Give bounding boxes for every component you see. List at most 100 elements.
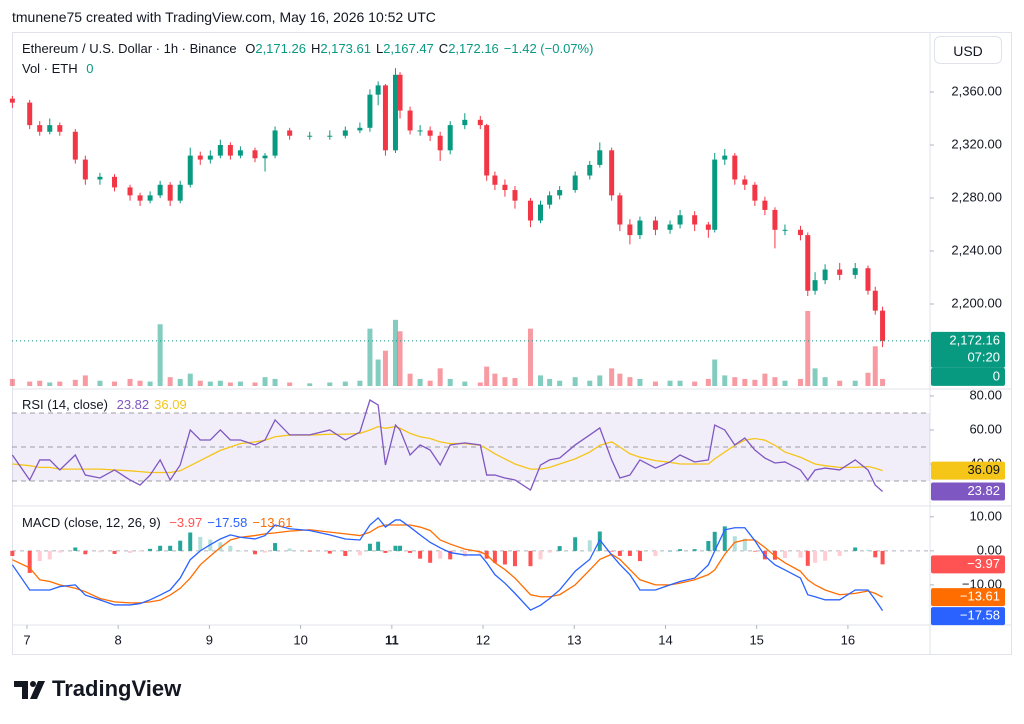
candle-body: [187, 155, 193, 185]
candle-body: [512, 190, 518, 201]
candle-body: [557, 190, 563, 196]
volume-bar: [147, 381, 153, 386]
macd-histogram-bar: [376, 541, 381, 551]
volume-bar: [197, 380, 203, 386]
candle-body: [327, 135, 333, 137]
volume-value: 0: [86, 61, 94, 76]
volume-bar: [127, 378, 133, 386]
volume-legend: Vol · ETH 0: [22, 61, 98, 76]
volume-bar: [502, 377, 508, 386]
candle-body: [492, 175, 498, 185]
candle-body: [587, 164, 593, 176]
volume-bar: [9, 378, 15, 386]
macd-legend: MACD (close, 12, 26, 9) −3.97 −17.58 −13.6…: [22, 515, 298, 530]
volume-bar: [677, 380, 683, 386]
candle-body: [502, 184, 508, 191]
volume-bar: [287, 382, 293, 386]
candle-body: [609, 150, 615, 196]
candle-body: [112, 176, 118, 188]
volume-bar: [547, 378, 553, 386]
macd-histogram-bar: [47, 550, 52, 560]
volume-bar: [512, 378, 518, 386]
axis-badge-label: 0: [993, 368, 1000, 383]
volume-bar: [865, 372, 871, 386]
axis-badge: [931, 331, 1005, 368]
volume-bar: [692, 381, 698, 386]
rsi-value: 23.82: [116, 397, 150, 412]
axis-badge-label: −17.58: [960, 608, 1000, 623]
macd-histogram-bar: [557, 546, 562, 551]
candle-body: [57, 125, 63, 132]
volume-bar: [112, 381, 118, 386]
symbol-title: Ethereum / U.S. Dollar · 1h · Binance: [22, 41, 237, 56]
axis-badge: [931, 607, 1005, 626]
volume-bar: [752, 379, 758, 386]
chart-frame: [12, 32, 1012, 655]
candle-body: [227, 145, 233, 156]
x-tick-label: 9: [206, 632, 213, 647]
candle-body: [805, 235, 811, 291]
axis-badge: [931, 588, 1005, 607]
candle-body: [437, 135, 443, 151]
x-tick-label: 14: [658, 632, 672, 647]
currency-button[interactable]: USD: [934, 36, 1002, 64]
candle-body: [722, 155, 728, 160]
axis-badge: [931, 367, 1005, 386]
y-tick-label: 0.00: [977, 542, 1002, 557]
candle-body: [367, 94, 373, 128]
macd-histogram-bar: [853, 547, 858, 551]
volume-bar: [712, 359, 718, 386]
macd-histogram-bar: [448, 550, 453, 560]
volume-bar: [447, 378, 453, 386]
volume-bar: [872, 346, 878, 386]
macd-histogram-bar: [752, 550, 757, 552]
axis-badge: [931, 461, 1005, 480]
macd-histogram-bar: [573, 537, 578, 551]
volume-bar: [484, 366, 490, 386]
y-tick-label: 2,240.00: [951, 242, 1002, 257]
candle-body: [392, 74, 398, 151]
macd-histogram-bar: [798, 550, 803, 558]
ohlc-key: O: [245, 41, 256, 56]
macd-histogram-bar: [627, 550, 632, 556]
macd-histogram-bar: [327, 550, 332, 554]
volume-bar: [492, 373, 498, 386]
candle-body: [375, 85, 381, 95]
candle-body: [447, 125, 453, 151]
macd-histogram-bar: [238, 550, 243, 552]
candle-body: [262, 155, 268, 159]
price-change: −1.42 (−0.07%): [503, 41, 594, 56]
macd-line: [11, 516, 884, 612]
axis-badge-label: −13.61: [960, 589, 1000, 604]
candle-body: [137, 195, 143, 201]
macd-histogram-bar: [813, 550, 818, 563]
candle-body: [705, 224, 711, 230]
ohlc-key: H: [310, 41, 321, 56]
volume-bar: [437, 368, 443, 386]
volume-bar: [272, 378, 278, 386]
volume-bar: [237, 381, 243, 386]
volume-bar: [167, 377, 173, 386]
ohlc-value: 2,167.47: [383, 41, 434, 56]
macd-histogram-bar: [178, 540, 183, 551]
macd-histogram-bar: [492, 550, 497, 563]
macd-histogram-bar: [357, 550, 362, 556]
ohlc-value: 2,171.26: [255, 41, 306, 56]
candle-body: [462, 119, 468, 126]
macd-histogram-bar: [97, 550, 102, 553]
x-tick-label: 10: [293, 632, 307, 647]
macd-histogram-bar: [148, 548, 153, 551]
volume-bar: [880, 378, 886, 386]
macd-histogram-bar: [732, 536, 737, 551]
candle-body: [652, 220, 658, 230]
volume-bar: [462, 381, 468, 386]
x-tick-label: 8: [115, 632, 122, 647]
y-tick-label: 80.00: [969, 387, 1002, 402]
macd-histogram-bar: [367, 543, 372, 551]
candle-body: [97, 176, 103, 180]
y-tick-label: 2,360.00: [951, 83, 1002, 98]
candle-body: [752, 184, 758, 201]
x-tick-label: 13: [567, 632, 581, 647]
volume-bar: [742, 378, 748, 386]
